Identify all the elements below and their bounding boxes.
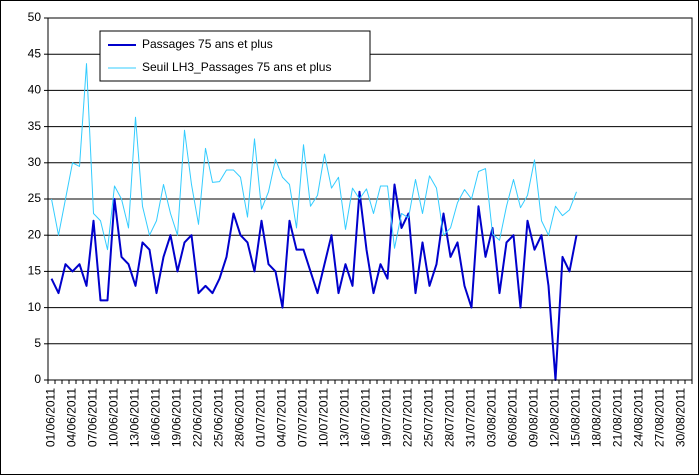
x-tick-label: 06/08/2011: [506, 388, 520, 447]
y-tick-label: 10: [28, 300, 42, 314]
x-tick-label: 15/08/2011: [569, 388, 583, 447]
y-tick-label: 40: [28, 83, 42, 97]
y-tick-label: 30: [28, 155, 42, 169]
x-tick-label: 30/08/2011: [674, 388, 688, 447]
x-tick-label: 28/07/2011: [443, 388, 457, 447]
x-tick-label: 21/08/2011: [611, 388, 625, 447]
legend: Passages 75 ans et plus Seuil LH3_Passage…: [99, 30, 371, 82]
series-line: [51, 63, 577, 251]
axes: 0 5 10 15 20 25 30 35 40 45 50 01/06/2011 04/06/2011…: [28, 10, 693, 447]
x-tick-label: 25/07/2011: [422, 388, 436, 447]
x-tick-label: 01/07/2011: [254, 388, 268, 447]
x-tick-label: 27/08/2011: [653, 388, 667, 447]
y-tick-label: 25: [28, 191, 42, 205]
x-tick-label: 13/07/2011: [338, 388, 352, 447]
y-tick-label: 15: [28, 264, 42, 278]
x-tick-label: 24/08/2011: [632, 388, 646, 447]
series-line: [50, 183, 578, 381]
x-tick-label: 16/07/2011: [359, 388, 373, 447]
x-tick-label: 12/08/2011: [548, 388, 562, 447]
x-tick-label: 16/06/2011: [149, 388, 163, 447]
x-tick-label: 28/06/2011: [233, 388, 247, 447]
x-tick-label: 10/06/2011: [107, 388, 121, 447]
x-tick-label: 25/06/2011: [212, 388, 226, 447]
x-tick-label: 04/07/2011: [275, 388, 289, 447]
x-tick-label: 13/06/2011: [128, 388, 142, 447]
x-tick-label: 09/08/2011: [527, 388, 541, 447]
x-tick-label: 22/06/2011: [191, 388, 205, 447]
x-tick-label: 19/06/2011: [170, 388, 184, 447]
y-tick-label: 5: [34, 336, 41, 350]
x-tick-label: 18/08/2011: [590, 388, 604, 447]
x-tick-label: 04/06/2011: [65, 388, 79, 447]
y-tick-label: 0: [34, 372, 41, 386]
x-tick-label: 10/07/2011: [317, 388, 331, 447]
lines: [50, 63, 578, 381]
y-tick-label: 35: [28, 119, 42, 133]
x-tick-label: 07/07/2011: [296, 388, 310, 447]
y-tick-label: 45: [28, 46, 42, 60]
legend-label: Seuil LH3_Passages 75 ans et plus: [142, 60, 331, 74]
x-tick-label: 07/06/2011: [86, 388, 100, 447]
legend-label: Passages 75 ans et plus: [142, 37, 273, 51]
y-tick-label: 20: [28, 227, 42, 241]
x-tick-label: 01/06/2011: [44, 388, 58, 447]
y-tick-label: 50: [28, 10, 42, 24]
x-tick-label: 03/08/2011: [485, 388, 499, 447]
x-tick-label: 31/07/2011: [464, 388, 478, 447]
x-tick-label: 22/07/2011: [401, 388, 415, 447]
x-tick-label: 19/07/2011: [380, 388, 394, 447]
